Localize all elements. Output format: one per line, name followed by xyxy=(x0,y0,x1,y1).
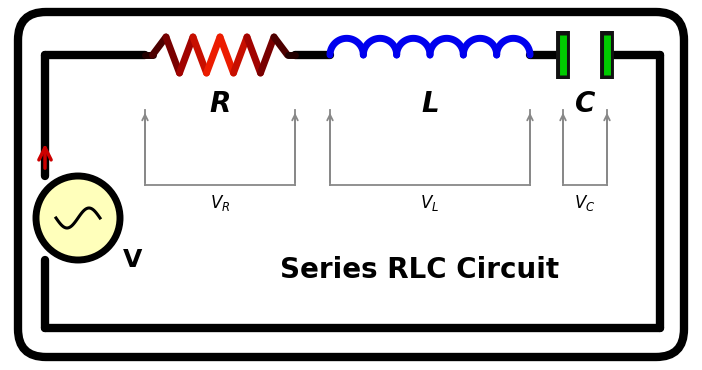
Text: Series RLC Circuit: Series RLC Circuit xyxy=(280,256,559,284)
Text: $V_C$: $V_C$ xyxy=(574,193,596,213)
Text: C: C xyxy=(575,90,595,118)
Text: L: L xyxy=(421,90,439,118)
Circle shape xyxy=(36,176,120,260)
FancyBboxPatch shape xyxy=(18,12,684,357)
Text: $V_L$: $V_L$ xyxy=(420,193,439,213)
Text: $V_R$: $V_R$ xyxy=(210,193,230,213)
Text: R: R xyxy=(209,90,231,118)
Text: V: V xyxy=(123,248,143,272)
